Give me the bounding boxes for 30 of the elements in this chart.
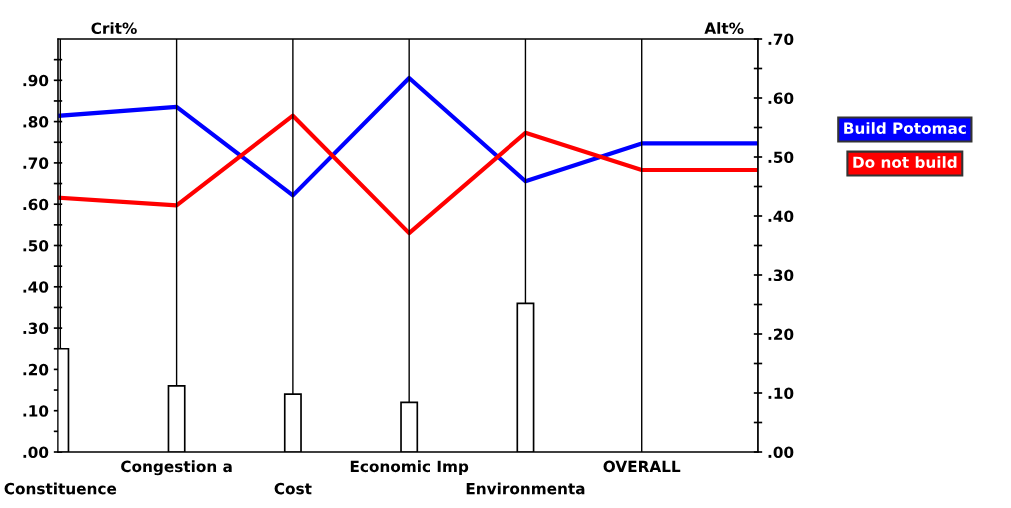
y-tick-label: .30: [23, 322, 49, 335]
x-tick-label: Environmenta: [466, 482, 585, 495]
y2-tick-label: .60: [768, 92, 794, 105]
y-tick-label: .50: [23, 239, 49, 252]
text: Do not build: [853, 156, 957, 169]
y-tick-label: .90: [23, 74, 49, 87]
x-tick-label: Constituence: [4, 482, 117, 495]
y-tick-label: .60: [23, 198, 49, 211]
y2-axis-title: Alt%: [704, 22, 744, 34]
line-series: [58, 113, 758, 236]
y2-tick-label: .70: [768, 33, 794, 46]
x-tick-label: Economic Imp: [350, 460, 469, 476]
y-tick-label: .20: [23, 363, 49, 376]
y2-tick-label: .40: [768, 210, 794, 223]
x-tick-label: Congestion a: [121, 460, 232, 476]
y2-tick-label: .30: [768, 269, 794, 282]
y-axis-title: Crit%: [91, 22, 137, 34]
y-tick-label: .80: [23, 116, 49, 128]
y2-tick-label: .10: [768, 387, 794, 400]
y-tick-label: .00: [23, 446, 49, 459]
y2-tick-label: .00: [768, 446, 794, 459]
x-tick-label: OVERALL: [603, 460, 681, 473]
y-tick-label: .70: [23, 157, 49, 169]
y-tick-label: .10: [23, 405, 49, 417]
text: Build Potomac: [844, 122, 966, 134]
line-series: [58, 75, 758, 198]
y2-tick-label: .20: [768, 328, 794, 341]
y2-tick-label: .50: [768, 151, 794, 164]
x-tick-label: Cost: [274, 482, 312, 495]
y-tick-label: .40: [23, 281, 49, 293]
